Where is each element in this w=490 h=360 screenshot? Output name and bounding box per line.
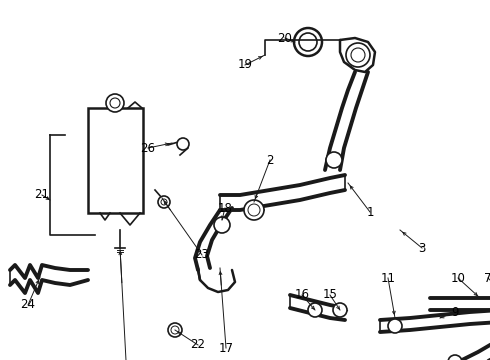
Circle shape (158, 196, 170, 208)
Text: 15: 15 (322, 288, 338, 302)
Text: 11: 11 (381, 271, 395, 284)
Text: 3: 3 (418, 242, 426, 255)
Circle shape (110, 98, 120, 108)
Text: 23: 23 (195, 248, 209, 261)
Circle shape (294, 28, 322, 56)
Circle shape (214, 217, 230, 233)
Text: 16: 16 (294, 288, 310, 302)
Text: 22: 22 (191, 338, 205, 351)
Circle shape (244, 200, 264, 220)
Text: 9: 9 (451, 306, 459, 319)
Text: 19: 19 (238, 58, 252, 72)
Circle shape (171, 326, 179, 334)
Circle shape (106, 94, 124, 112)
Circle shape (161, 199, 167, 205)
Bar (88, 108, 143, 213)
Circle shape (168, 323, 182, 337)
Circle shape (177, 138, 189, 150)
Text: 10: 10 (451, 271, 465, 284)
Text: 20: 20 (277, 31, 293, 45)
Text: 17: 17 (219, 342, 234, 355)
Circle shape (308, 303, 322, 317)
Circle shape (346, 43, 370, 67)
Circle shape (351, 48, 365, 62)
Text: 7: 7 (484, 271, 490, 284)
Text: 21: 21 (34, 189, 49, 202)
Circle shape (388, 319, 402, 333)
Circle shape (333, 303, 347, 317)
Text: 1: 1 (366, 206, 374, 219)
Circle shape (326, 152, 342, 168)
Circle shape (248, 204, 260, 216)
Text: 2: 2 (266, 153, 274, 166)
Circle shape (299, 33, 317, 51)
Text: 24: 24 (21, 298, 35, 311)
Text: 26: 26 (141, 141, 155, 154)
Text: 18: 18 (218, 202, 232, 215)
Circle shape (448, 355, 462, 360)
